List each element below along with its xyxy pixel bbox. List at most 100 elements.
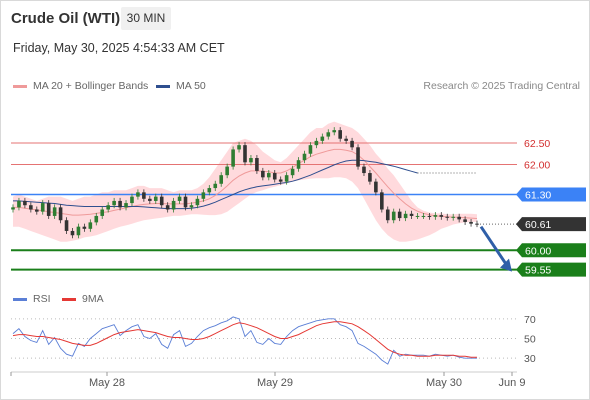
candle-body bbox=[368, 173, 372, 182]
candle-body bbox=[409, 213, 414, 216]
candle-body bbox=[148, 198, 152, 201]
candle-body bbox=[296, 160, 301, 169]
rsi-line bbox=[12, 316, 477, 365]
candle-body bbox=[94, 215, 99, 223]
ma50-swatch bbox=[156, 84, 170, 88]
candle-body bbox=[255, 158, 259, 171]
rsi-axis-label: 50 bbox=[524, 334, 536, 346]
pivot-tag-label: 61.30 bbox=[525, 189, 551, 201]
candle-body bbox=[11, 207, 15, 210]
rsi-axis-label: 30 bbox=[524, 353, 536, 365]
instrument-title: Crude Oil (WTI) bbox=[11, 10, 121, 27]
candle-body bbox=[261, 170, 265, 178]
candle-body bbox=[64, 220, 69, 231]
candle-body bbox=[302, 153, 307, 161]
candle-body bbox=[118, 200, 122, 208]
candle-body bbox=[320, 136, 325, 141]
candle-body bbox=[17, 200, 21, 208]
ma50-line bbox=[13, 159, 418, 210]
candle-body bbox=[374, 181, 378, 193]
candle-body bbox=[201, 192, 206, 199]
candle-body bbox=[29, 205, 33, 210]
candle-body bbox=[112, 200, 116, 206]
candle-body bbox=[463, 219, 467, 222]
ma20-line bbox=[13, 148, 478, 219]
support-tag-label: 60.00 bbox=[525, 245, 551, 257]
candle-body bbox=[249, 158, 253, 163]
candle-body bbox=[130, 196, 134, 204]
support-tag bbox=[516, 262, 586, 277]
legend-rsi-ma-label: 9MA bbox=[82, 293, 104, 305]
candle-body bbox=[338, 130, 342, 139]
x-tick-label: May 30 bbox=[426, 377, 462, 389]
candle-body bbox=[106, 205, 110, 210]
rsi-axis-label: 70 bbox=[524, 314, 536, 326]
candle-body bbox=[165, 205, 170, 210]
candle-body bbox=[243, 145, 247, 163]
candle-body bbox=[344, 138, 348, 141]
forecast-arrow bbox=[479, 225, 509, 267]
rsi-swatch bbox=[13, 297, 27, 301]
candles bbox=[11, 127, 479, 239]
candle-body bbox=[195, 198, 200, 206]
candle-body bbox=[314, 140, 319, 146]
candle-body bbox=[159, 196, 164, 206]
candle-body bbox=[231, 149, 235, 167]
candle-body bbox=[415, 215, 420, 217]
candle-body bbox=[153, 196, 158, 201]
candle-body bbox=[177, 196, 182, 201]
candle-body bbox=[266, 173, 271, 178]
support-tag bbox=[516, 243, 586, 258]
candle-body bbox=[46, 203, 51, 216]
candle-body bbox=[88, 222, 93, 229]
resistance-label: 62.50 bbox=[524, 138, 550, 150]
candle-body bbox=[397, 211, 402, 219]
x-tick-label: Jun 9 bbox=[499, 377, 526, 389]
legend-ma50: MA 50 bbox=[156, 80, 206, 92]
candle-body bbox=[189, 205, 194, 208]
candle-body bbox=[356, 147, 360, 167]
last-tag-label: 60.61 bbox=[525, 219, 551, 231]
resistance-label: 62.00 bbox=[524, 159, 550, 171]
research-credit: Research © 2025 Trading Central bbox=[423, 80, 580, 92]
candle-body bbox=[82, 226, 87, 229]
candle-body bbox=[326, 132, 331, 137]
x-tick-label: May 29 bbox=[257, 377, 293, 389]
candle-body bbox=[225, 166, 229, 176]
candle-body bbox=[124, 203, 128, 208]
candle-body bbox=[183, 196, 188, 208]
candle-body bbox=[171, 200, 176, 210]
candle-body bbox=[385, 209, 390, 221]
candle-body bbox=[427, 215, 432, 217]
candle-body bbox=[207, 188, 212, 193]
candle-body bbox=[219, 175, 224, 184]
candle-body bbox=[100, 209, 105, 216]
candle-body bbox=[34, 209, 39, 212]
candle-body bbox=[433, 215, 438, 217]
ma20-swatch bbox=[13, 84, 27, 88]
bollinger-band bbox=[13, 121, 477, 242]
candle-body bbox=[70, 230, 75, 236]
rsi-ma-swatch bbox=[62, 297, 76, 301]
candle-body bbox=[475, 223, 479, 225]
candle-body bbox=[439, 215, 444, 217]
candle-body bbox=[403, 213, 408, 219]
candle-body bbox=[308, 145, 313, 154]
candle-body bbox=[380, 192, 384, 210]
candle-body bbox=[58, 207, 63, 221]
candle-body bbox=[213, 183, 218, 189]
legend-rsi-label: RSI bbox=[33, 293, 51, 305]
candle-body bbox=[469, 221, 473, 224]
pivot-tag bbox=[516, 187, 586, 202]
candle-body bbox=[451, 216, 456, 218]
candle-body bbox=[52, 207, 57, 216]
candle-body bbox=[136, 192, 140, 197]
candle-body bbox=[391, 211, 396, 221]
legend-rsi: RSI bbox=[13, 293, 51, 305]
candle-body bbox=[421, 215, 426, 217]
chart-datetime: Friday, May 30, 2025 4:54:33 AM CET bbox=[13, 41, 225, 55]
candle-body bbox=[445, 216, 450, 218]
timeframe-button[interactable]: 30 MIN bbox=[121, 7, 171, 30]
legend-ma20-label: MA 20 + Bollinger Bands bbox=[33, 80, 149, 92]
